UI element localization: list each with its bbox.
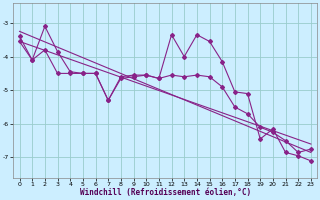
X-axis label: Windchill (Refroidissement éolien,°C): Windchill (Refroidissement éolien,°C) bbox=[80, 188, 251, 197]
